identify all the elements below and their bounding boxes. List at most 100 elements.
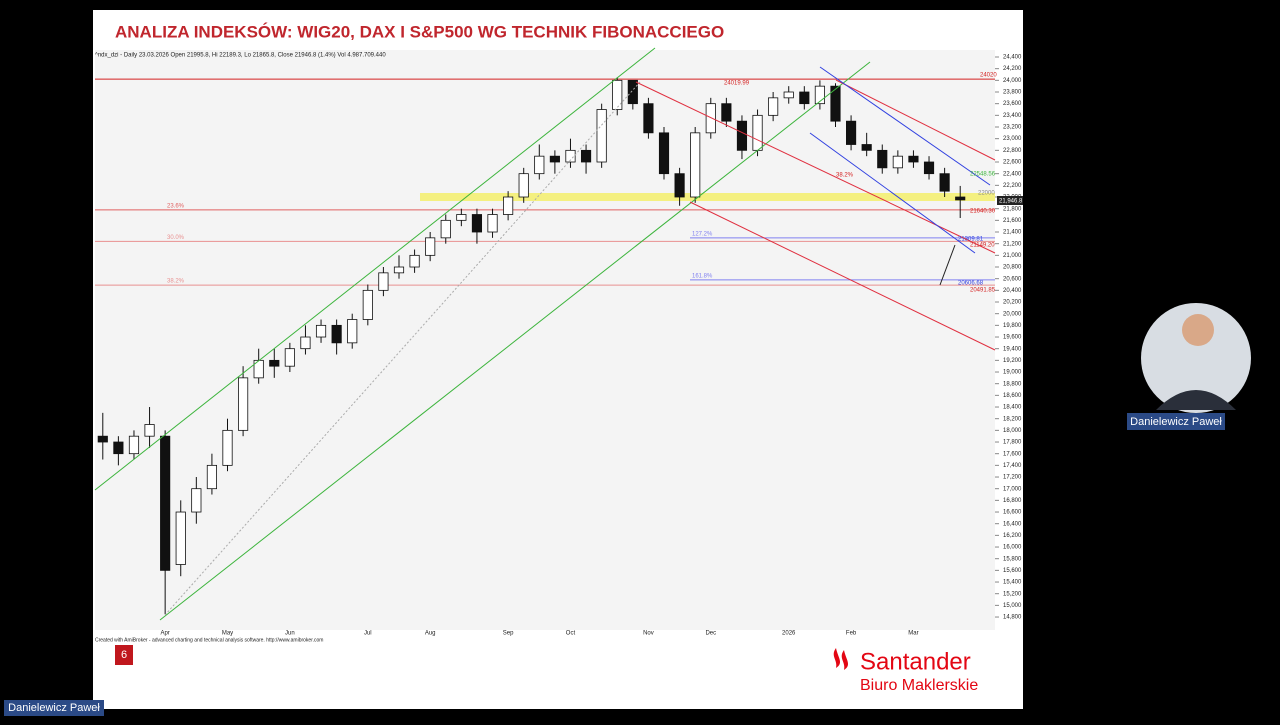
last-price: 21,946.8 <box>999 199 1023 205</box>
candle-body <box>674 173 685 198</box>
level-label: 161.8% <box>692 273 713 279</box>
candle-body <box>721 103 732 122</box>
candle-body <box>128 435 140 455</box>
y-tick-label: 18,200 <box>1003 416 1022 422</box>
logo-flame <box>833 648 849 670</box>
logo-sub: Biuro Maklerskie <box>860 677 978 694</box>
candle-body <box>503 196 514 215</box>
y-tick-label: 15,800 <box>1003 556 1022 562</box>
candle-body <box>549 155 560 163</box>
candle-body <box>768 97 779 116</box>
candle-body <box>487 214 498 233</box>
webcam-face <box>1182 314 1214 346</box>
candle-body <box>440 219 451 239</box>
level-label: 38.2% <box>167 279 185 285</box>
y-tick-label: 19,000 <box>1003 370 1022 376</box>
plot-bg <box>95 50 995 630</box>
price-label: 21309.81 <box>958 237 984 243</box>
chart-footer: Created with AmiBroker - advanced charti… <box>95 637 323 643</box>
trend-line <box>164 81 641 616</box>
speaker-badge <box>1127 413 1225 430</box>
price-label: 38.2% <box>836 173 854 179</box>
x-tick-label: Jun <box>285 631 295 637</box>
x-tick-label: Mar <box>908 631 918 637</box>
x-tick-label: 2026 <box>782 631 796 637</box>
y-tick-label: 20,400 <box>1003 288 1022 294</box>
y-tick-label: 22,800 <box>1003 148 1022 154</box>
candle-body <box>331 324 342 344</box>
x-tick-label: Sep <box>503 631 514 637</box>
y-tick-label: 24,400 <box>1003 55 1022 61</box>
candle-body <box>222 429 233 466</box>
webcam <box>1141 303 1251 413</box>
candle-body <box>315 324 327 338</box>
y-tick-label: 15,000 <box>1003 603 1022 609</box>
y-tick-label: 17,200 <box>1003 475 1022 481</box>
y-tick-label: 18,400 <box>1003 405 1022 411</box>
logo: Santander <box>860 648 971 675</box>
candle-body <box>814 85 825 105</box>
candle-body <box>191 488 202 513</box>
y-tick-label: 16,200 <box>1003 533 1022 539</box>
webcam-person <box>1156 390 1236 410</box>
price-labels: 24019.99 22548.56 21640.30 21309.81 2114… <box>724 81 1023 294</box>
y-tick-label: 17,400 <box>1003 463 1022 469</box>
y-tick-label: 17,600 <box>1003 451 1022 457</box>
y-tick-label: 17,800 <box>1003 440 1022 446</box>
level-band <box>420 193 995 202</box>
x-tick-label: Jul <box>364 631 372 637</box>
channel-line <box>159 61 871 621</box>
x-tick-label: Aug <box>425 631 436 637</box>
candle-body <box>877 149 888 169</box>
price-label: 22548.56 <box>970 172 996 178</box>
y-tick-label: 23,200 <box>1003 125 1022 131</box>
candle-body <box>752 114 763 151</box>
y-tick-label: 24,200 <box>1003 66 1022 72</box>
candle-body <box>456 214 467 221</box>
y-tick-label: 19,600 <box>1003 335 1022 341</box>
y-tick-label: 19,200 <box>1003 358 1022 364</box>
channel-line <box>809 132 976 254</box>
page-number: 6 <box>121 649 127 661</box>
x-tick-label: Dec <box>705 631 716 637</box>
last-price-box <box>997 196 1023 205</box>
candle-body <box>861 144 872 151</box>
self-name: Danielewicz Paweł <box>8 702 100 714</box>
price-label: 21149.20 <box>970 243 995 249</box>
channel-line <box>689 201 996 351</box>
candle-body <box>923 161 935 175</box>
candle-body <box>565 149 576 163</box>
y-tick-label: 21,000 <box>1003 253 1022 259</box>
plot: 24,400 24,200 24,000 23,800 23,600 23,400 23,2… <box>95 55 1022 637</box>
y-tick-label: 19,800 <box>1003 323 1022 329</box>
candle-body <box>378 272 389 291</box>
speaker-name: Danielewicz Paweł <box>1130 416 1222 428</box>
level-label: 30.0% <box>167 235 185 241</box>
candle-body <box>471 214 483 233</box>
candle-body <box>612 79 623 110</box>
y-tick-label: 22,200 <box>1003 183 1022 189</box>
candle-body <box>97 435 108 443</box>
candle-body <box>347 319 358 344</box>
candle-body <box>238 377 249 431</box>
x-tick-label: Feb <box>846 631 857 637</box>
candle-body <box>705 103 716 134</box>
chart-info: ^ndx_dzi - Daily 23.03.2026 Open 21995.8… <box>95 53 386 59</box>
price-label: 20606.68 <box>958 281 984 287</box>
x-tick-label: Oct <box>566 631 576 637</box>
candle-body <box>939 173 950 192</box>
y-tick-label: 20,800 <box>1003 265 1022 271</box>
x-tick-label: May <box>222 631 233 637</box>
level-label: 24020 <box>980 73 997 79</box>
candle-body <box>284 348 295 367</box>
y-tick-label: 19,400 <box>1003 346 1022 352</box>
y-tick-label: 22,400 <box>1003 171 1022 177</box>
channel-line <box>835 79 996 161</box>
level-label: 127.2% <box>692 231 713 237</box>
candle-body <box>269 359 280 367</box>
price-label: 20491.85 <box>970 288 996 294</box>
candle-body <box>206 464 217 490</box>
price-label: 24019.99 <box>724 81 750 87</box>
candle-body <box>690 132 701 198</box>
